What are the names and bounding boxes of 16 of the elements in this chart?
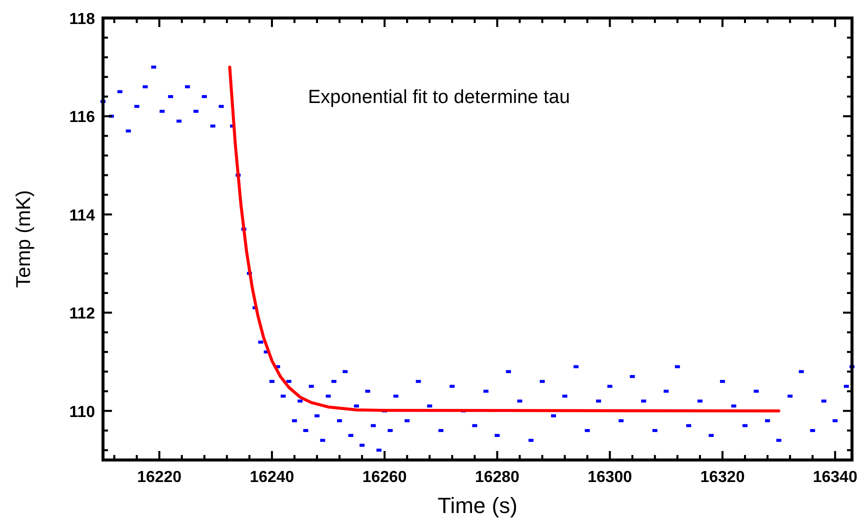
y-tick-label: 112: [69, 306, 96, 323]
annotation: Exponential fit to determine tau: [308, 87, 570, 108]
x-tick-label: 16240: [250, 469, 294, 486]
x-tick-label: 16300: [588, 469, 632, 486]
x-tick-label: 16220: [137, 469, 182, 486]
y-tick-label: 110: [69, 404, 96, 421]
line-series: [228, 66, 780, 412]
y-axis-title: Temp (mK): [13, 190, 35, 288]
y-tick-label: 114: [69, 207, 96, 224]
x-tick-label: 16320: [700, 469, 745, 486]
y-tick-label: 116: [69, 109, 96, 126]
x-tick-label: 16260: [362, 469, 407, 486]
x-tick-label: 16340: [812, 469, 858, 486]
y-tick-label: 118: [69, 11, 96, 28]
x-axis-title: Time (s): [438, 493, 518, 518]
x-tick-label: 16280: [474, 469, 520, 486]
